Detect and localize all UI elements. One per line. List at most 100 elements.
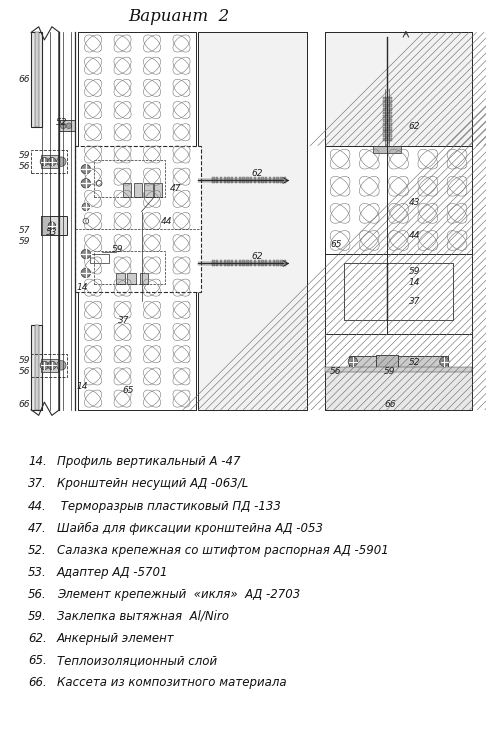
Bar	[344, 264, 453, 320]
Bar	[272, 260, 275, 266]
Bar	[238, 177, 241, 183]
Bar	[31, 32, 42, 127]
Text: 59: 59	[19, 356, 30, 365]
Bar	[78, 32, 196, 410]
Circle shape	[40, 361, 48, 369]
Bar	[272, 177, 275, 183]
Text: Анкерный элемент: Анкерный элемент	[57, 632, 174, 645]
Circle shape	[48, 222, 56, 229]
Bar	[258, 177, 260, 183]
Bar	[383, 112, 392, 115]
Bar	[250, 177, 252, 183]
Bar	[280, 260, 282, 266]
Bar	[31, 354, 67, 377]
Circle shape	[40, 158, 48, 166]
Bar	[134, 183, 142, 198]
Text: Терморазрыв пластиковый ПД -133: Терморазрыв пластиковый ПД -133	[57, 499, 280, 512]
Bar	[31, 150, 67, 173]
Bar	[220, 260, 222, 266]
Bar	[326, 145, 472, 254]
Circle shape	[81, 164, 90, 174]
Text: 65: 65	[330, 240, 342, 249]
Text: 66: 66	[19, 75, 30, 84]
Text: 62: 62	[252, 169, 264, 178]
Bar	[231, 260, 234, 266]
Text: 66: 66	[384, 401, 396, 410]
Text: 66: 66	[19, 399, 30, 409]
Circle shape	[81, 268, 90, 277]
Bar	[31, 325, 42, 410]
Text: 52: 52	[56, 118, 67, 126]
Bar	[326, 32, 472, 145]
Bar	[383, 119, 392, 122]
Bar	[78, 32, 196, 410]
Text: 14.: 14.	[28, 456, 47, 469]
Bar	[265, 260, 268, 266]
Bar	[383, 100, 392, 103]
Text: 56: 56	[330, 367, 342, 377]
Text: 56: 56	[19, 367, 30, 377]
Bar	[284, 177, 286, 183]
Bar	[235, 177, 238, 183]
Text: 59.: 59.	[28, 610, 47, 623]
Text: 59: 59	[112, 245, 124, 254]
Bar	[212, 177, 214, 183]
Text: 66.: 66.	[28, 676, 47, 689]
Text: 52: 52	[408, 358, 420, 367]
Bar	[228, 260, 230, 266]
Text: 47: 47	[170, 183, 181, 193]
Bar	[198, 32, 306, 410]
Bar	[262, 177, 264, 183]
Bar	[35, 325, 38, 410]
Bar	[40, 216, 67, 235]
Text: 37: 37	[408, 296, 420, 306]
Bar	[280, 177, 282, 183]
Text: Профиль вертикальный А -47: Профиль вертикальный А -47	[57, 456, 240, 469]
Bar	[326, 367, 472, 372]
Bar	[250, 260, 252, 266]
Text: 37.: 37.	[28, 477, 47, 491]
Bar	[269, 177, 271, 183]
Text: 43: 43	[408, 198, 420, 207]
Bar	[254, 177, 256, 183]
Text: 44: 44	[408, 231, 420, 239]
Bar	[383, 123, 392, 126]
Bar	[212, 260, 214, 266]
Bar	[246, 260, 248, 266]
Bar	[262, 260, 264, 266]
Bar	[383, 104, 392, 107]
Text: 52.: 52.	[28, 544, 47, 557]
Circle shape	[66, 123, 71, 128]
Bar	[238, 260, 241, 266]
Bar	[94, 160, 165, 198]
Bar	[140, 273, 148, 284]
Bar	[231, 177, 234, 183]
Text: 59: 59	[384, 367, 396, 377]
Circle shape	[348, 357, 358, 366]
Text: 65.: 65.	[28, 654, 47, 667]
Text: 53: 53	[46, 228, 58, 237]
Bar	[383, 131, 392, 134]
Bar	[90, 254, 108, 264]
Bar	[246, 177, 248, 183]
Text: 14: 14	[408, 278, 420, 287]
Bar	[242, 260, 245, 266]
Circle shape	[440, 357, 449, 366]
Text: 53.: 53.	[28, 566, 47, 579]
Bar	[220, 177, 222, 183]
Bar	[224, 260, 226, 266]
Text: Салазка крепежная со штифтом распорная АД -5901: Салазка крепежная со штифтом распорная А…	[57, 544, 388, 557]
Circle shape	[56, 361, 66, 370]
Bar	[40, 155, 58, 168]
Text: 62: 62	[408, 122, 420, 131]
Text: Шайба для фиксации кронштейна АД -053: Шайба для фиксации кронштейна АД -053	[57, 521, 323, 534]
Bar	[326, 367, 472, 410]
Text: 59: 59	[408, 266, 420, 275]
Bar	[326, 32, 472, 410]
Circle shape	[81, 179, 90, 188]
Text: 62.: 62.	[28, 632, 47, 645]
Bar	[154, 183, 162, 198]
Text: 56: 56	[19, 162, 30, 171]
Text: Элемент крепежный  «икля»  АД -2703: Элемент крепежный «икля» АД -2703	[57, 588, 300, 601]
Text: 14: 14	[76, 382, 88, 391]
